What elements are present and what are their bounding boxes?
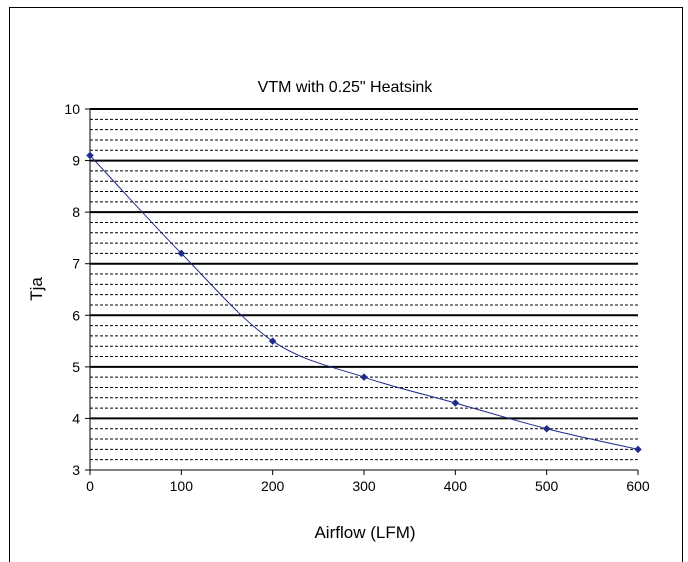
- data-point: [451, 399, 460, 407]
- x-tick-label: 400: [444, 478, 468, 494]
- data-point: [268, 337, 277, 345]
- data-point: [634, 445, 642, 454]
- y-tick-label: 10: [64, 101, 80, 117]
- x-tick-label: 100: [170, 478, 194, 494]
- data-point: [86, 151, 94, 160]
- y-axis-label: Tja: [27, 277, 46, 301]
- y-tick-label: 3: [72, 462, 80, 478]
- data-point: [177, 249, 186, 258]
- series-layer: [86, 151, 642, 454]
- grid-layer: [90, 108, 638, 461]
- x-tick-label: 500: [535, 478, 559, 494]
- y-tick-label: 9: [72, 153, 80, 169]
- x-axis-label: Airflow (LFM): [314, 523, 415, 542]
- y-tick-label: 7: [72, 256, 80, 272]
- chart-frame: [9, 7, 683, 562]
- x-tick-label: 300: [352, 478, 376, 494]
- y-tick-label: 5: [72, 359, 80, 375]
- x-tick-label: 0: [86, 478, 94, 494]
- data-point: [542, 424, 551, 433]
- chart-title: VTM with 0.25" Heatsink: [258, 79, 434, 96]
- axis-layer: [85, 108, 639, 475]
- y-tick-label: 8: [72, 204, 80, 220]
- x-tick-label: 600: [626, 478, 650, 494]
- x-tick-label: 200: [261, 478, 285, 494]
- y-tick-label: 4: [72, 410, 80, 426]
- series-line: [89, 155, 639, 450]
- data-point: [360, 373, 368, 382]
- y-tick-label: 6: [72, 307, 80, 323]
